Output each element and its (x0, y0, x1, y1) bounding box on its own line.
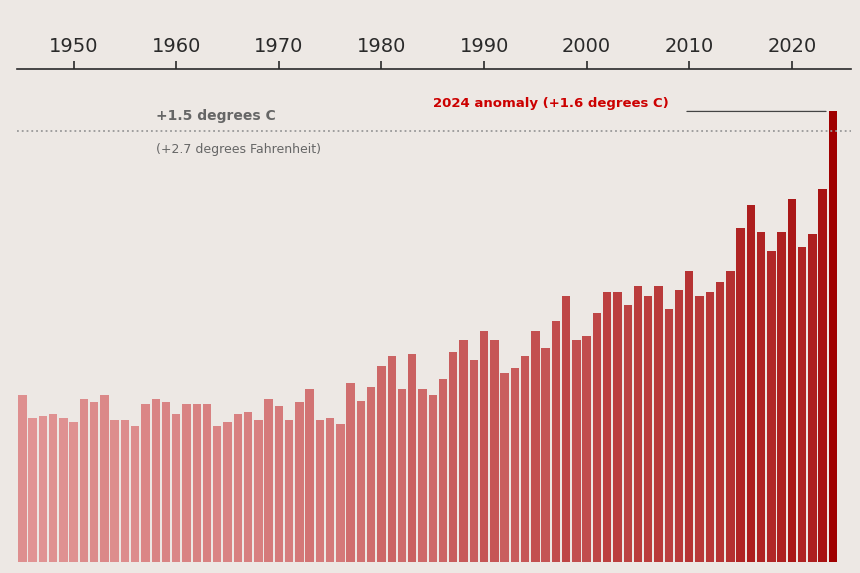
Bar (572, 340, 580, 562)
Bar (418, 389, 427, 562)
Bar (675, 290, 683, 562)
Bar (654, 286, 663, 562)
Bar (449, 352, 458, 562)
Bar (501, 374, 509, 562)
Bar (59, 418, 68, 562)
Bar (0, 399, 6, 562)
Bar (347, 383, 355, 562)
Bar (551, 321, 560, 562)
Bar (819, 189, 826, 562)
Bar (285, 420, 293, 562)
Bar (634, 286, 642, 562)
Bar (490, 340, 499, 562)
Bar (736, 228, 745, 562)
Bar (316, 420, 324, 562)
Bar (511, 367, 519, 562)
Bar (788, 199, 796, 562)
Bar (767, 251, 776, 562)
Bar (644, 296, 653, 562)
Bar (162, 402, 170, 562)
Bar (624, 305, 632, 562)
Bar (808, 234, 817, 562)
Bar (101, 395, 108, 562)
Bar (582, 336, 591, 562)
Bar (120, 420, 129, 562)
Bar (305, 389, 314, 562)
Bar (39, 416, 47, 562)
Bar (357, 401, 366, 562)
Bar (378, 366, 385, 562)
Bar (326, 418, 335, 562)
Text: +1.5 degrees C: +1.5 degrees C (156, 109, 275, 123)
Bar (777, 231, 786, 562)
Bar (470, 360, 478, 562)
Bar (562, 296, 570, 562)
Bar (141, 405, 150, 562)
Bar (18, 395, 27, 562)
Bar (264, 399, 273, 562)
Bar (603, 292, 611, 562)
Bar (131, 426, 139, 562)
Bar (90, 402, 98, 562)
Bar (28, 418, 37, 562)
Bar (295, 402, 304, 562)
Bar (49, 414, 58, 562)
Text: 2024 anomaly (+1.6 degrees C): 2024 anomaly (+1.6 degrees C) (433, 96, 669, 109)
Bar (172, 414, 181, 562)
Bar (757, 231, 765, 562)
Bar (480, 331, 488, 562)
Bar (593, 313, 601, 562)
Bar (224, 422, 231, 562)
Bar (182, 405, 191, 562)
Bar (388, 356, 396, 562)
Bar (367, 387, 376, 562)
Bar (336, 424, 345, 562)
Bar (685, 270, 693, 562)
Bar (234, 414, 242, 562)
Bar (726, 270, 734, 562)
Bar (716, 282, 724, 562)
Bar (798, 247, 807, 562)
Bar (521, 356, 529, 562)
Bar (459, 340, 468, 562)
Bar (110, 420, 119, 562)
Bar (8, 383, 16, 562)
Bar (696, 296, 703, 562)
Bar (705, 292, 714, 562)
Bar (274, 406, 283, 562)
Bar (80, 399, 88, 562)
Bar (244, 412, 252, 562)
Bar (254, 420, 262, 562)
Bar (829, 111, 837, 562)
Bar (746, 205, 755, 562)
Bar (408, 354, 416, 562)
Bar (193, 405, 201, 562)
Bar (665, 309, 673, 562)
Bar (439, 379, 447, 562)
Bar (531, 331, 539, 562)
Text: (+2.7 degrees Fahrenheit): (+2.7 degrees Fahrenheit) (156, 143, 321, 156)
Bar (213, 426, 222, 562)
Bar (542, 348, 550, 562)
Bar (398, 389, 406, 562)
Bar (70, 422, 78, 562)
Bar (613, 292, 622, 562)
Bar (428, 395, 437, 562)
Bar (151, 399, 160, 562)
Bar (203, 405, 212, 562)
